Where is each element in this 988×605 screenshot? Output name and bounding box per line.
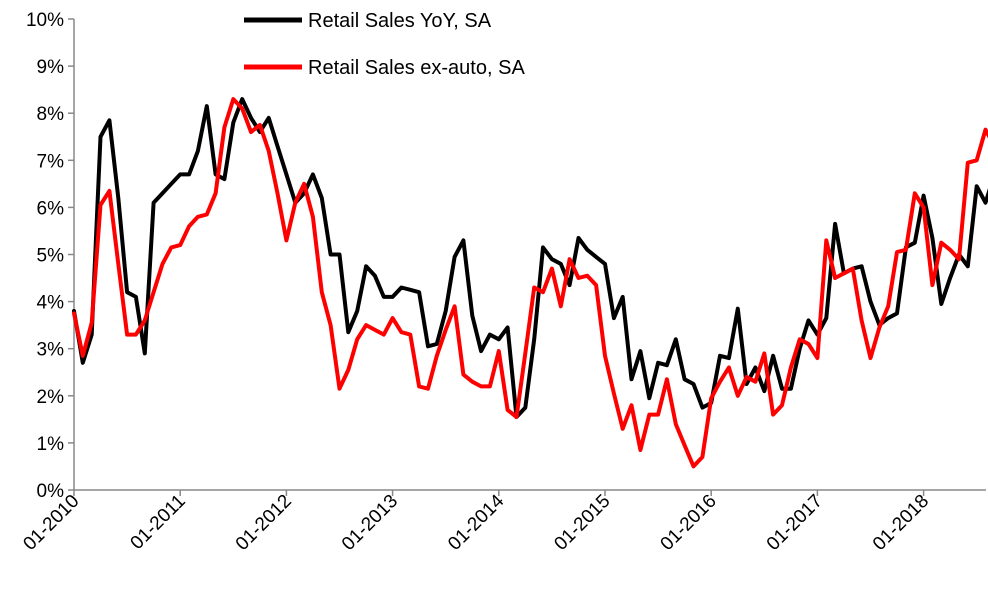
y-tick-label: 9% <box>37 57 65 78</box>
y-tick-label: 7% <box>37 151 65 172</box>
x-tick-label: 01-2013 <box>338 491 402 555</box>
y-tick-label: 2% <box>37 387 65 408</box>
legend-label-retail-sales-yoy: Retail Sales YoY, SA <box>308 10 492 32</box>
axes: 0%1%2%3%4%5%6%7%8%9%10%01-2010 01-2011 01-… <box>19 10 986 555</box>
x-tick-label: 01-2011 <box>127 491 190 554</box>
x-tick-label: 01-2016 <box>657 491 721 555</box>
y-tick-label: 10% <box>26 10 64 31</box>
y-tick-label: 8% <box>37 104 65 125</box>
x-tick-label: 01-2017 <box>763 491 827 555</box>
y-tick-label: 1% <box>37 434 65 455</box>
x-tick-label: 01-2015 <box>550 491 614 555</box>
series-line-retail-sales-ex-auto <box>72 97 988 469</box>
y-tick-label: 5% <box>37 246 65 267</box>
y-tick-label: 4% <box>37 293 65 314</box>
x-tick-label: 01-2014 <box>444 490 508 554</box>
x-tick-label: 01-2012 <box>232 491 296 555</box>
legend: Retail Sales YoY, SA Retail Sales ex-auto… <box>244 10 525 79</box>
y-tick-label: 6% <box>37 198 65 219</box>
x-tick-label: 01-2018 <box>869 491 933 555</box>
y-tick-label: 3% <box>37 340 65 361</box>
legend-label-retail-sales-ex-auto: Retail Sales ex-auto, SA <box>308 57 525 79</box>
y-tick-label: 0% <box>37 481 65 502</box>
series-line-retail-sales-yoy <box>72 97 988 419</box>
series-lines <box>72 97 988 469</box>
